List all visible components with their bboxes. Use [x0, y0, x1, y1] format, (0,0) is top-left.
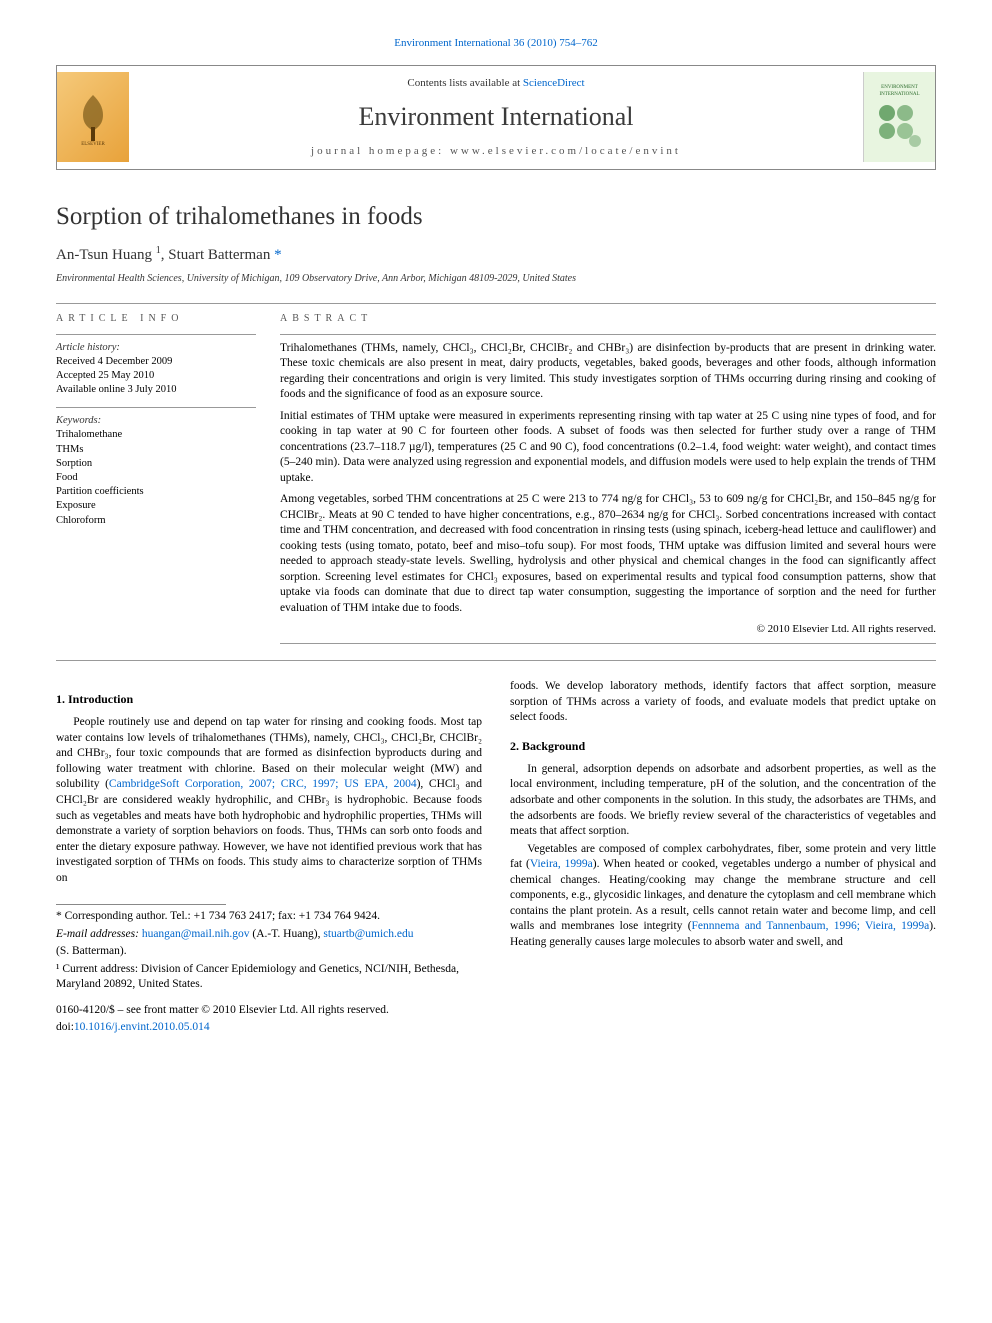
rule	[56, 303, 936, 304]
history-line: Available online 3 July 2010	[56, 383, 256, 397]
article-info-label: ARTICLE INFO	[56, 312, 256, 326]
abstract-para: Among vegetables, sorbed THM concentrati…	[280, 492, 936, 616]
keyword: Trihalomethane	[56, 428, 256, 442]
body-para: People routinely use and depend on tap w…	[56, 715, 482, 886]
journal-header: ELSEVIER Contents lists available at Sci…	[56, 65, 936, 170]
elsevier-logo: ELSEVIER	[57, 72, 129, 162]
doi-link[interactable]: 10.1016/j.envint.2010.05.014	[74, 1021, 210, 1033]
homepage-line: journal homepage: www.elsevier.com/locat…	[129, 144, 863, 159]
article-info-col: ARTICLE INFO Article history: Received 4…	[56, 312, 256, 650]
affiliation: Environmental Health Sciences, Universit…	[56, 272, 936, 286]
copyright: © 2010 Elsevier Ltd. All rights reserved…	[280, 622, 936, 637]
sciencedirect-link[interactable]: ScienceDirect	[523, 77, 585, 89]
running-header: Environment International 36 (2010) 754–…	[56, 36, 936, 51]
body-para: foods. We develop laboratory methods, id…	[510, 679, 936, 726]
section-heading: 2. Background	[510, 738, 936, 754]
keyword: Food	[56, 471, 256, 485]
keyword: Chloroform	[56, 514, 256, 528]
doi-block: 0160-4120/$ – see front matter © 2010 El…	[56, 1003, 482, 1036]
homepage-url: www.elsevier.com/locate/envint	[450, 145, 681, 157]
running-header-citation: 36 (2010) 754–762	[513, 37, 597, 49]
cover-title: ENVIRONMENTINTERNATIONAL	[878, 83, 922, 101]
keywords-heading: Keywords:	[56, 414, 256, 428]
footnotes: * Corresponding author. Tel.: +1 734 763…	[56, 904, 482, 993]
history-line: Accepted 25 May 2010	[56, 369, 256, 383]
history-line: Received 4 December 2009	[56, 355, 256, 369]
homepage-prefix: journal homepage:	[311, 145, 450, 157]
svg-text:ELSEVIER: ELSEVIER	[81, 142, 105, 147]
abstract-para: Trihalomethanes (THMs, namely, CHCl₃, CH…	[280, 341, 936, 403]
corresponding-author: * Corresponding author. Tel.: +1 734 763…	[56, 909, 482, 925]
journal-name: Environment International	[129, 99, 863, 134]
abstract-col: ABSTRACT Trihalomethanes (THMs, namely, …	[280, 312, 936, 650]
citation-link[interactable]: Fennnema and Tannenbaum, 1996; Vieira, 1…	[692, 920, 930, 932]
keywords-block: Keywords: Trihalomethane THMs Sorption F…	[56, 414, 256, 527]
contents-prefix: Contents lists available at	[407, 77, 522, 89]
email-label: E-mail addresses:	[56, 928, 142, 940]
footnote-rule	[56, 904, 226, 905]
article-title: Sorption of trihalomethanes in foods	[56, 200, 936, 234]
email-link[interactable]: stuartb@umich.edu	[323, 928, 413, 940]
citation-link[interactable]: Vieira, 1999a	[530, 858, 593, 870]
body-text: ), CHCl₃ and CHCl₂Br are considered weak…	[56, 778, 482, 883]
keyword: Partition coefficients	[56, 485, 256, 499]
rule	[56, 407, 256, 408]
body-columns: 1. Introduction People routinely use and…	[56, 679, 936, 1037]
email-who: (A.-T. Huang),	[250, 928, 324, 940]
keyword: THMs	[56, 443, 256, 457]
doi-label: doi:	[56, 1021, 74, 1033]
email-who-2: (S. Batterman).	[56, 944, 482, 960]
running-header-journal: Environment International	[394, 37, 510, 49]
meta-abstract-row: ARTICLE INFO Article history: Received 4…	[56, 312, 936, 650]
history-block: Article history: Received 4 December 200…	[56, 341, 256, 398]
section-heading: 1. Introduction	[56, 691, 482, 707]
rule	[280, 334, 936, 335]
email-link[interactable]: huangan@mail.nih.gov	[142, 928, 250, 940]
citation-link[interactable]: CambridgeSoft Corporation, 2007; CRC, 19…	[109, 778, 417, 790]
elsevier-tree-icon: ELSEVIER	[69, 87, 117, 147]
keyword: Exposure	[56, 499, 256, 513]
header-center: Contents lists available at ScienceDirec…	[129, 66, 863, 169]
rule	[56, 660, 936, 661]
abstract-para: Initial estimates of THM uptake were mea…	[280, 409, 936, 487]
doi-line: doi:10.1016/j.envint.2010.05.014	[56, 1020, 482, 1036]
email-line: E-mail addresses: huangan@mail.nih.gov (…	[56, 927, 482, 943]
rule	[56, 334, 256, 335]
footnote-address: ¹ Current address: Division of Cancer Ep…	[56, 962, 482, 993]
rule	[280, 643, 936, 644]
body-para: Vegetables are composed of complex carbo…	[510, 842, 936, 951]
body-para: In general, adsorption depends on adsorb…	[510, 762, 936, 840]
running-header-link[interactable]: Environment International 36 (2010) 754–…	[394, 37, 597, 49]
authors: An-Tsun Huang 1, Stuart Batterman *	[56, 245, 936, 265]
history-heading: Article history:	[56, 341, 256, 355]
keyword: Sorption	[56, 457, 256, 471]
journal-cover-thumb: ENVIRONMENTINTERNATIONAL	[863, 72, 935, 162]
contents-line: Contents lists available at ScienceDirec…	[129, 76, 863, 91]
cover-globes-icon	[875, 101, 925, 151]
abstract-label: ABSTRACT	[280, 312, 936, 326]
front-matter: 0160-4120/$ – see front matter © 2010 El…	[56, 1003, 482, 1019]
